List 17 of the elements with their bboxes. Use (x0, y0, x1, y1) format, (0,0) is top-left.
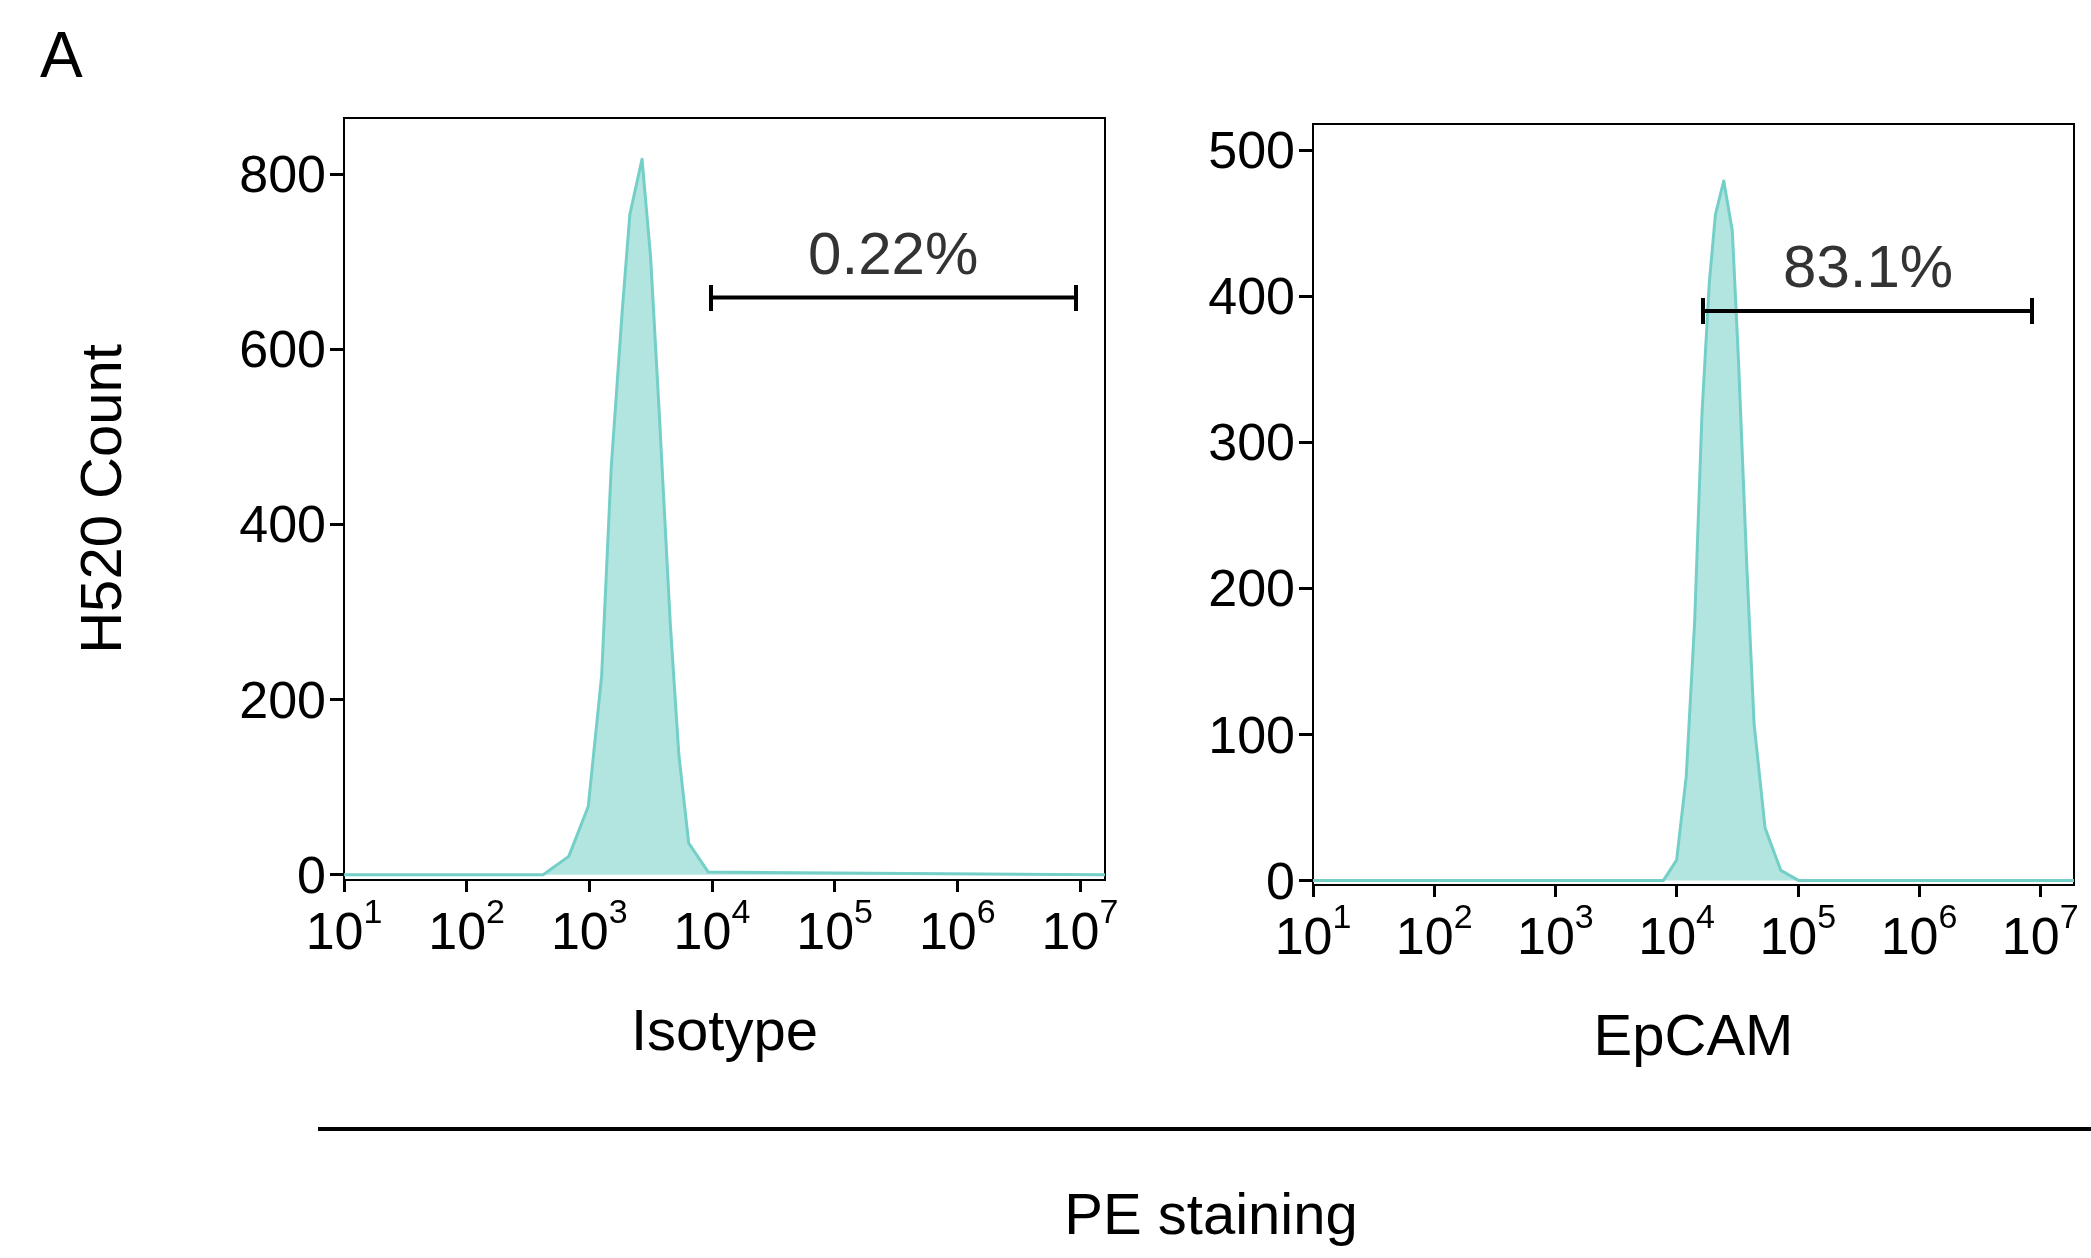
y-tick-label: 500 (1208, 121, 1295, 180)
x-axis-title: Isotype (631, 996, 818, 1062)
y-tick-label: 400 (239, 495, 326, 554)
y-tick-label: 600 (239, 320, 326, 379)
annotation: 83.1% (1783, 233, 1954, 301)
y-tick-label: 300 (1208, 413, 1295, 472)
annotation: 0.22% (808, 220, 979, 288)
y-tick-label: 800 (239, 145, 326, 204)
y-tick-label: 0 (297, 845, 326, 904)
y-tick-label: 100 (1208, 705, 1295, 764)
x-axis-title: EpCAM (1593, 1001, 1794, 1067)
y-axis-title: H520 Count (67, 344, 133, 654)
y-tick-label: 200 (1208, 559, 1295, 618)
y-tick-label: 200 (239, 670, 326, 729)
text: PE staining (1064, 1180, 1358, 1247)
text: A (40, 18, 83, 92)
y-tick-label: 400 (1208, 267, 1295, 326)
